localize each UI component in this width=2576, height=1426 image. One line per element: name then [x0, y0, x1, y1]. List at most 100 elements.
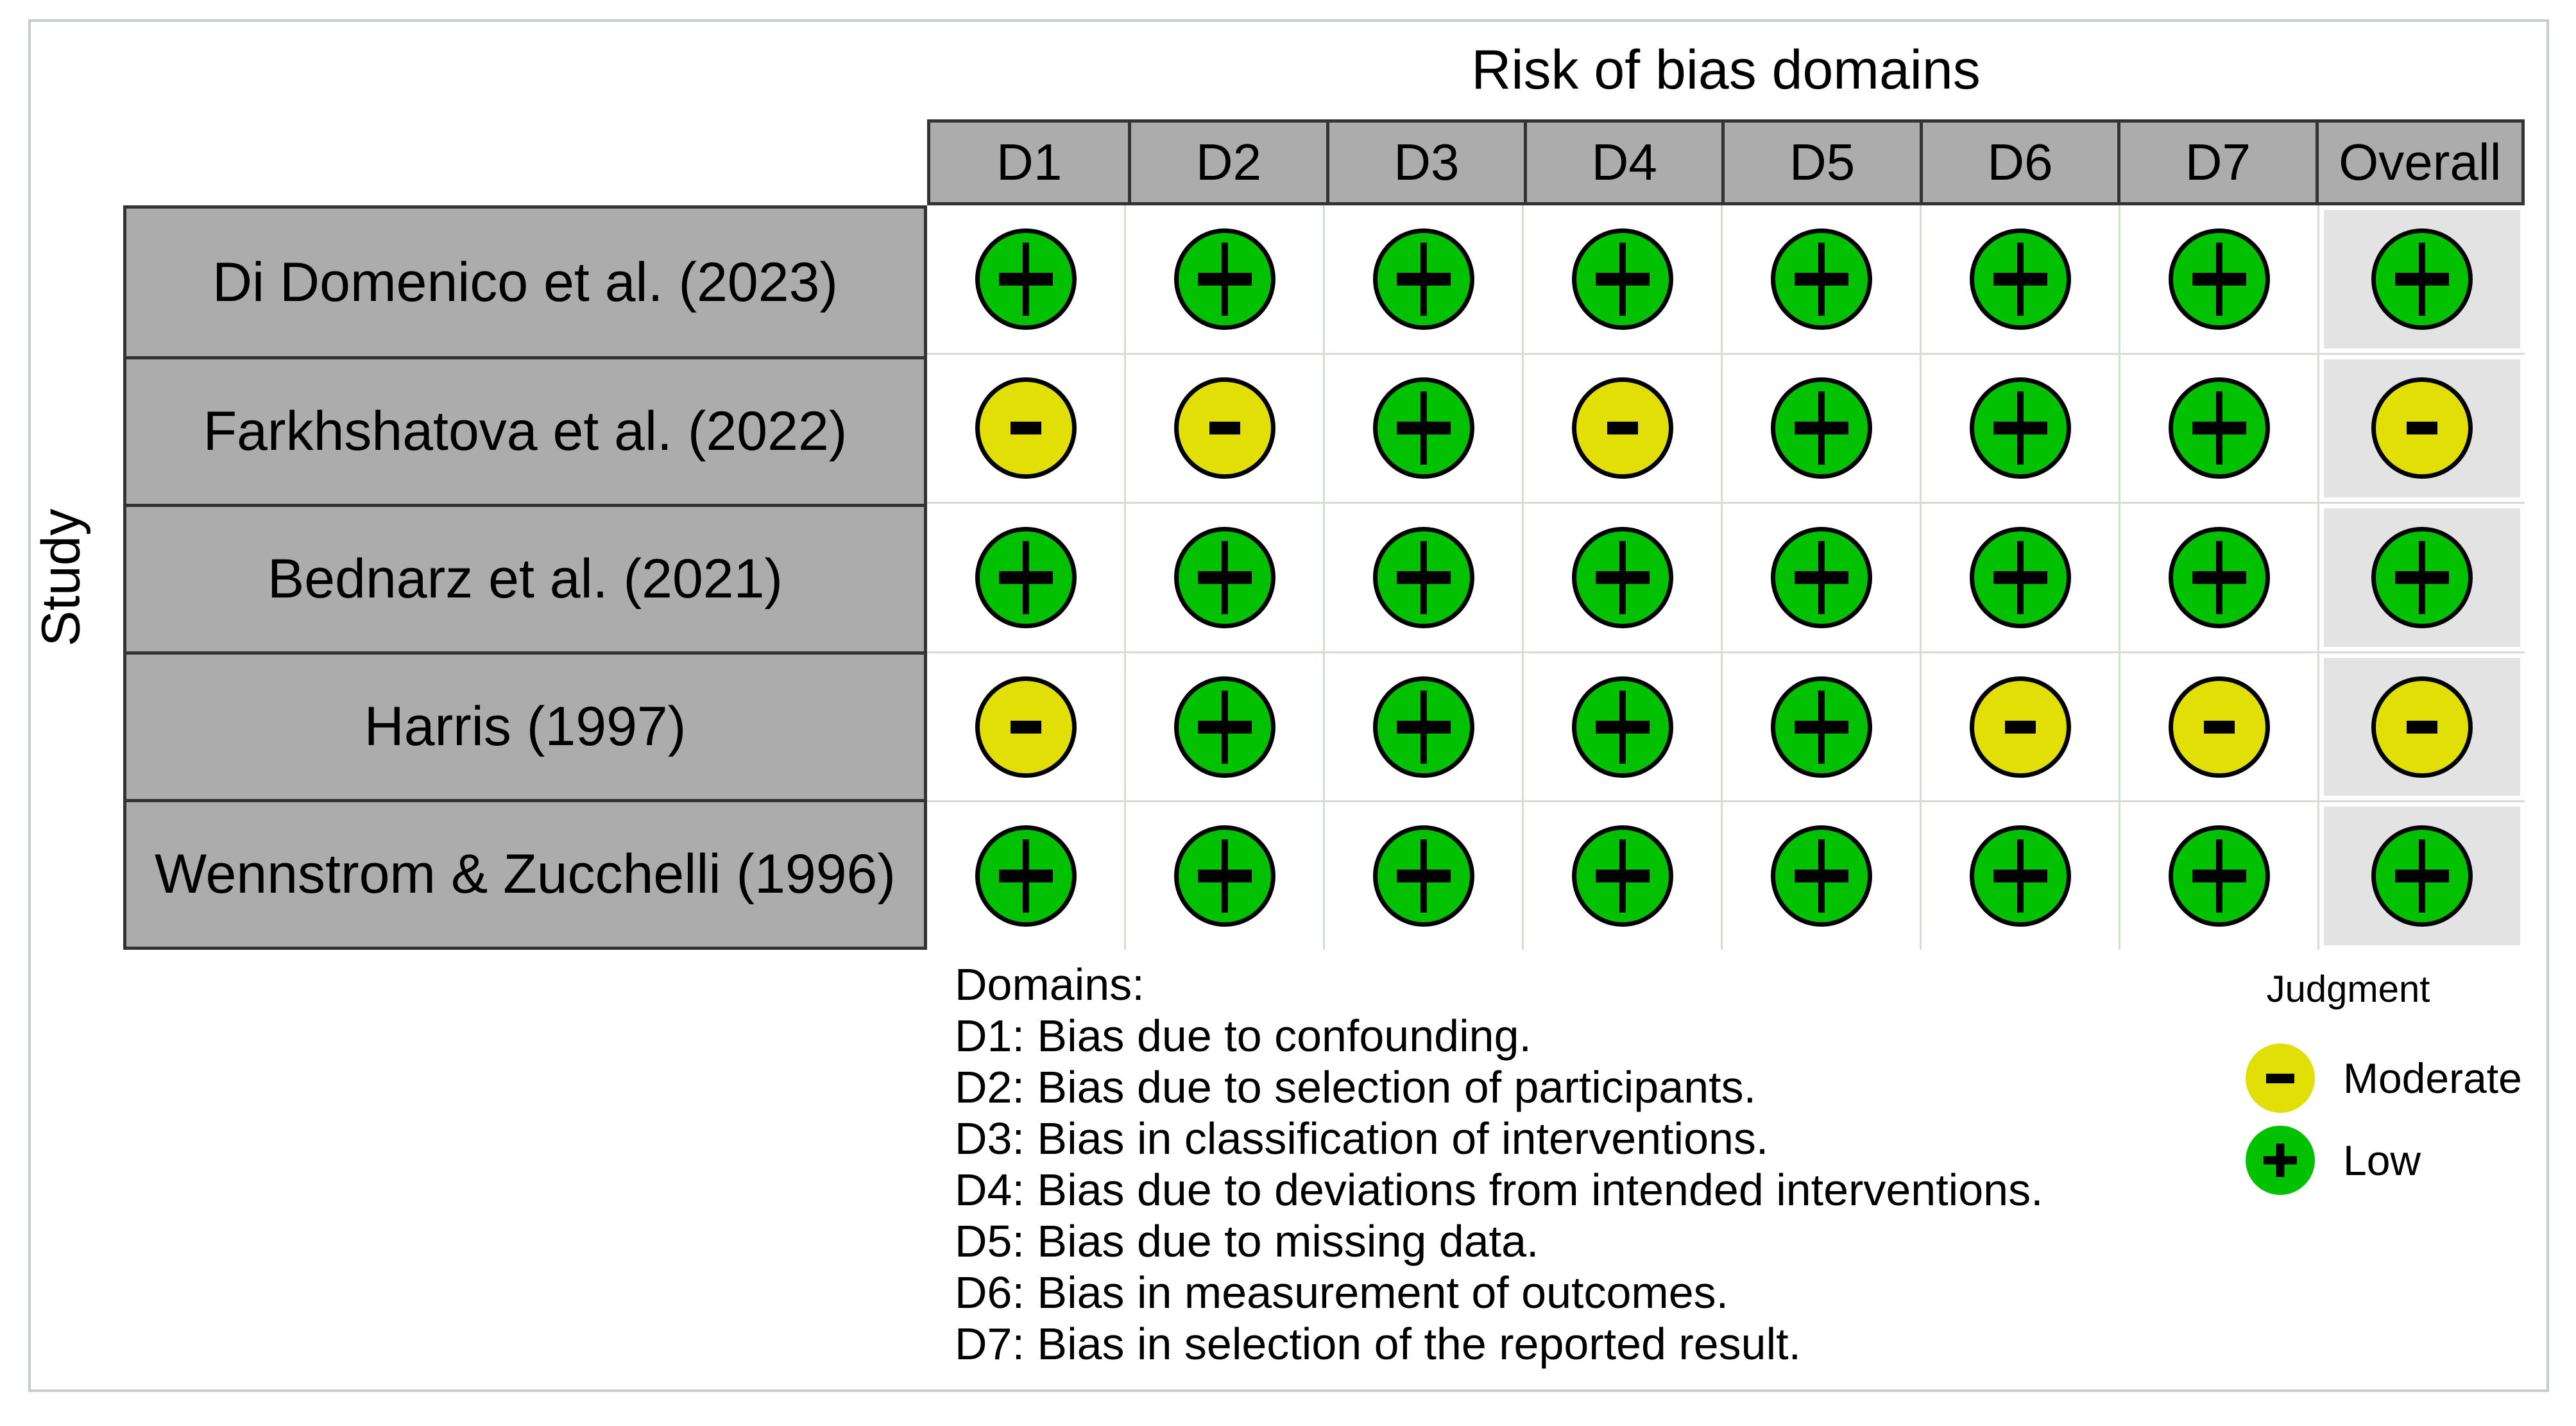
judgment-circle-moderate	[2371, 377, 2473, 479]
judgment-circle-low	[975, 526, 1077, 628]
plus-icon	[1993, 391, 2047, 465]
judgment-cell	[2120, 504, 2317, 651]
judgment-circle-low	[1571, 825, 1673, 927]
plus-icon	[1198, 541, 1252, 614]
domain-definition-d6: D6: Bias in measurement of outcomes.	[955, 1267, 1729, 1318]
judgment-circle-low	[2371, 825, 2473, 927]
study-column: Di Domenico et al. (2023) Farkhshatova et…	[123, 205, 927, 950]
judgment-cell	[1126, 354, 1323, 503]
judgment-cell	[2120, 354, 2317, 503]
plus-icon	[999, 541, 1053, 614]
minus-icon	[2203, 720, 2235, 734]
judgment-cell	[927, 354, 1124, 503]
judgment-circle-low	[1969, 228, 2071, 330]
judgment-circle-low	[1969, 526, 2071, 628]
judgment-cell	[2319, 802, 2525, 950]
judgment-cell	[927, 653, 1124, 801]
judgment-cell	[1922, 653, 2119, 801]
judgment-cell	[1524, 504, 1721, 651]
judgment-cell	[2120, 802, 2317, 950]
judgment-cell	[2120, 205, 2317, 353]
legend-item-low: Low	[2246, 1126, 2421, 1195]
judgment-circle-moderate	[1571, 377, 1673, 479]
y-axis-label: Study	[30, 508, 91, 647]
plus-icon	[1397, 391, 1451, 465]
judgment-circle-low	[1372, 526, 1474, 628]
study-label-row-5: Wennstrom & Zucchelli (1996)	[126, 799, 924, 947]
plus-icon	[999, 839, 1053, 913]
judgment-cell	[2319, 504, 2525, 651]
judgment-circle-low	[1770, 526, 1872, 628]
column-header-overall: Overall	[2315, 123, 2521, 202]
judgment-circle-low	[1372, 676, 1474, 778]
plus-icon	[1397, 541, 1451, 614]
plus-icon	[1993, 839, 2047, 913]
column-header-d3: D3	[1326, 123, 1524, 202]
plus-icon	[999, 243, 1053, 316]
judgment-cell	[927, 802, 1124, 950]
plus-icon	[1596, 839, 1650, 913]
judgment-cell	[2319, 205, 2525, 353]
study-label-row-4: Harris (1997)	[126, 651, 924, 799]
judgment-circle-low	[1372, 825, 1474, 927]
judgment-circle-moderate	[975, 377, 1077, 479]
judgment-cell	[1524, 354, 1721, 503]
judgment-circle-low	[975, 228, 1077, 330]
judgment-circle-moderate	[1969, 676, 2071, 778]
judgment-circle-low	[1173, 825, 1275, 927]
judgment-circle-moderate	[1173, 377, 1275, 479]
minus-icon	[1209, 422, 1240, 435]
plus-icon	[1397, 243, 1451, 316]
minus-icon	[2004, 720, 2036, 734]
judgment-cell	[1723, 653, 1920, 801]
domain-definition-d7: D7: Bias in selection of the reported re…	[955, 1319, 1802, 1369]
plus-icon	[2192, 391, 2246, 465]
column-header-d4: D4	[1524, 123, 1721, 202]
study-label-row-2: Farkhshatova et al. (2022)	[126, 356, 924, 504]
judgment-cell	[1126, 653, 1323, 801]
legend-item-label: Low	[2343, 1137, 2421, 1184]
domain-definition-d2: D2: Bias due to selection of participant…	[955, 1062, 1757, 1112]
judgment-circle-low	[2371, 228, 2473, 330]
judgment-cell	[1922, 205, 2119, 353]
judgment-cell	[2319, 653, 2525, 801]
plus-icon	[2192, 243, 2246, 316]
judgment-circle-low	[1571, 526, 1673, 628]
minus-icon	[2407, 422, 2437, 435]
column-header-d5: D5	[1721, 123, 1919, 202]
judgment-circle-low	[1770, 228, 1872, 330]
plus-icon	[1993, 541, 2047, 614]
domain-definition-d1: D1: Bias due to confounding.	[955, 1011, 1531, 1061]
plus-icon	[1596, 691, 1650, 764]
plus-icon	[1198, 839, 1252, 913]
judgment-grid	[927, 205, 2525, 950]
judgment-circle-low	[1969, 377, 2071, 479]
legend-circle-moderate	[2246, 1044, 2315, 1113]
judgment-cell	[2120, 653, 2317, 801]
judgment-cell	[1325, 653, 1522, 801]
legend-item-label: Moderate	[2343, 1054, 2522, 1102]
judgment-cell	[1922, 354, 2119, 503]
judgment-circle-low	[1173, 526, 1275, 628]
plus-icon	[1795, 541, 1848, 614]
column-header-d2: D2	[1128, 123, 1326, 202]
domains-heading: Domains:	[955, 959, 1145, 1009]
judgment-cell	[2319, 354, 2525, 503]
minus-icon	[2407, 720, 2437, 734]
judgment-cell	[1524, 653, 1721, 801]
judgment-cell	[927, 504, 1124, 651]
plus-icon	[2264, 1144, 2297, 1177]
minus-icon	[1010, 720, 1041, 734]
legend-title: Judgment	[2266, 968, 2430, 1010]
plus-icon	[1198, 691, 1252, 764]
judgment-cell	[1126, 504, 1323, 651]
judgment-cell	[1325, 354, 1522, 503]
judgment-cell	[1126, 205, 1323, 353]
judgment-cell	[1325, 802, 1522, 950]
judgment-circle-low	[1571, 676, 1673, 778]
judgment-cell	[1723, 504, 1920, 651]
plus-icon	[2192, 541, 2246, 614]
plus-icon	[1795, 391, 1848, 465]
minus-icon	[1607, 422, 1638, 435]
plus-icon	[1596, 541, 1650, 614]
